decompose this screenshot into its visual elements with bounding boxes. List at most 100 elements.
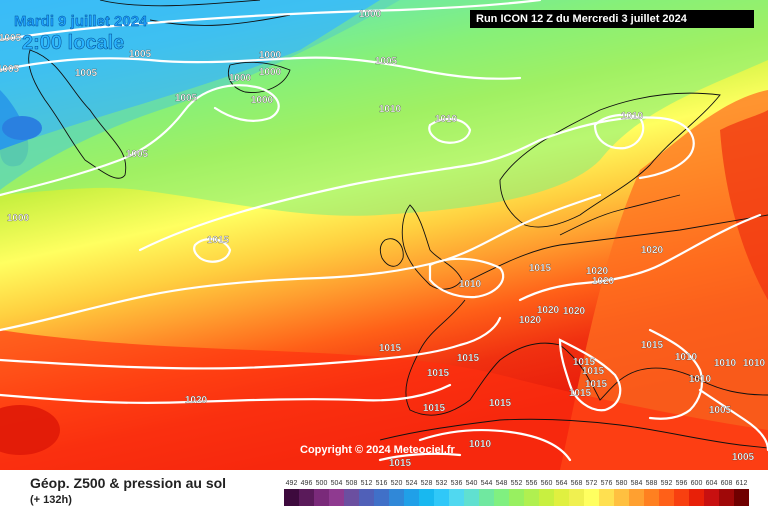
scale-tick-label: 584 (631, 480, 643, 487)
scale-tick-label: 612 (736, 480, 748, 487)
isobar-label: 1005 (126, 149, 149, 160)
z500-high-center (0, 405, 60, 455)
coastlines (28, 0, 768, 449)
isobar-label: 1015 (379, 343, 402, 354)
scale-swatch (419, 489, 434, 506)
isobar-label: 1015 (423, 403, 446, 414)
scale-swatch (509, 489, 524, 506)
scale-swatch (629, 489, 644, 506)
legend-lead-time: (+ 132h) (30, 494, 72, 506)
isobar-1015-west (0, 193, 602, 332)
isobar-label: 1020 (537, 305, 560, 316)
scale-tick-label: 536 (451, 480, 463, 487)
isobar-label: 1005 (75, 68, 98, 79)
legend-bar: Géop. Z500 & pression au sol (+ 132h) 49… (0, 470, 768, 512)
ireland-coast (379, 238, 404, 267)
scale-tick-label: 520 (391, 480, 403, 487)
scale-tick-label: 496 (301, 480, 313, 487)
isobar-labels: 1000 1005 1005 1005 1005 1000 1000 1000 1000 1005… (0, 9, 766, 469)
europe-mainland-coast (405, 214, 768, 416)
isobar-1015-loop (192, 237, 232, 263)
isobar-label: 1020 (519, 315, 542, 326)
isobar-label: 1020 (185, 395, 208, 406)
scale-tick-label: 552 (511, 480, 523, 487)
isobar-label: 1020 (641, 245, 664, 256)
scale-swatch (524, 489, 539, 506)
scale-swatch (539, 489, 554, 506)
z500-band-green (0, 0, 768, 216)
scale-swatch (314, 489, 329, 506)
isobar-1015-iberia (0, 316, 502, 370)
isobar-label: 1000 (229, 73, 252, 84)
scale-tick-label: 608 (721, 480, 733, 487)
isobar-label: 1015 (569, 388, 592, 399)
isobar-label: 1015 (457, 353, 480, 364)
scale-tick-label: 592 (661, 480, 673, 487)
isobar-1020-europe (518, 213, 762, 302)
isobar-label: 1000 (359, 9, 382, 20)
valid-date: Mardi 9 juillet 2024 (14, 13, 148, 30)
isobar-1010-channel (428, 257, 505, 299)
scale-tick-label: 540 (466, 480, 478, 487)
isobar-label: 1000 (259, 67, 282, 78)
scale-tick-label: 600 (691, 480, 703, 487)
z500-band-hot-east (720, 110, 768, 300)
scale-swatch (449, 489, 464, 506)
greenland-coast (28, 49, 127, 179)
isobar-label: 1020 (586, 266, 609, 277)
isobar-label: 1015 (389, 458, 412, 469)
scale-swatch (704, 489, 719, 506)
scale-tick-label: 556 (526, 480, 538, 487)
scale-tick-label: 580 (616, 480, 628, 487)
isobar-label: 1005 (0, 33, 22, 44)
isobar-label: 1000 (7, 213, 30, 224)
scale-swatch (299, 489, 314, 506)
scale-tick-label: 508 (346, 480, 358, 487)
isobar-label: 1015 (573, 357, 596, 368)
scale-tick-label: 576 (601, 480, 613, 487)
scale-tick-label: 492 (286, 480, 298, 487)
isobar-label: 1010 (435, 114, 458, 125)
baltic-coast (559, 194, 681, 236)
isobar-label: 1015 (641, 340, 664, 351)
scale-swatch (554, 489, 569, 506)
scale-tick-label: 532 (436, 480, 448, 487)
scale-tick-label: 524 (406, 480, 418, 487)
isobar-1000-north (0, 0, 542, 42)
scale-swatch (479, 489, 494, 506)
isobars (0, 0, 768, 460)
scale-tick-label: 568 (571, 480, 583, 487)
valid-time: 2:00 locale (22, 32, 125, 55)
scale-swatch (689, 489, 704, 506)
british-isles-coast (401, 204, 463, 290)
copyright-notice: Copyright © 2024 Meteociel.fr (300, 444, 455, 456)
isobar-label: 1005 (732, 452, 755, 463)
isobar-label: 1000 (251, 95, 274, 106)
isobar-1010-africa (418, 428, 572, 462)
scale-tick-label: 604 (706, 480, 718, 487)
isobar-label: 1010 (714, 358, 737, 369)
scale-swatch (494, 489, 509, 506)
isobar-1010-ring (428, 117, 472, 144)
isobar-label: 1010 (689, 374, 712, 385)
scale-tick-label: 516 (376, 480, 388, 487)
isobar-label: 1005 (709, 405, 732, 416)
scale-swatch (389, 489, 404, 506)
africa-coast (379, 418, 768, 449)
scale-swatch (734, 489, 749, 506)
scale-tick-label: 572 (586, 480, 598, 487)
z500-band-warm-east (560, 90, 768, 470)
scale-swatch (284, 489, 299, 506)
scale-tick-label: 564 (556, 480, 568, 487)
isobar-label: 1020 (592, 276, 615, 287)
scale-swatch (674, 489, 689, 506)
isobar-label: 1000 (259, 50, 282, 61)
isobar-label: 1015 (585, 379, 608, 390)
isobar-1010-central (138, 116, 695, 252)
scandinavia-coast (499, 92, 721, 228)
scale-swatch (374, 489, 389, 506)
scale-tick-label: 528 (421, 480, 433, 487)
scale-tick-label: 500 (316, 480, 328, 487)
isobar-1015-africa (378, 452, 462, 462)
